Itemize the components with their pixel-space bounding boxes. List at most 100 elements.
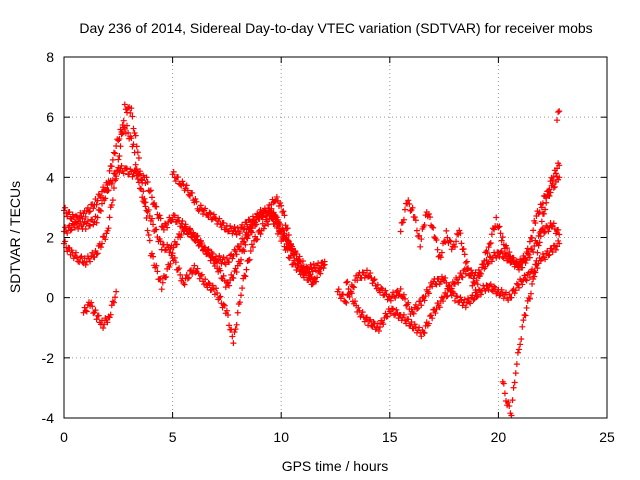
data-point <box>172 259 179 266</box>
data-point <box>523 277 530 284</box>
data-point <box>461 251 468 258</box>
data-point <box>243 266 250 273</box>
data-point <box>408 319 415 326</box>
data-point <box>204 247 211 254</box>
data-point <box>525 294 532 301</box>
data-point <box>205 279 212 286</box>
data-point <box>321 258 328 265</box>
data-point <box>147 187 154 194</box>
data-point <box>148 250 155 257</box>
data-point <box>132 132 139 139</box>
data-point <box>66 222 73 229</box>
data-point <box>523 304 530 311</box>
data-point <box>536 209 543 216</box>
data-point <box>82 307 89 314</box>
data-point <box>78 253 85 260</box>
data-point <box>128 135 135 142</box>
data-point <box>163 273 170 280</box>
data-point <box>367 316 374 323</box>
data-point <box>67 227 74 234</box>
data-point <box>204 284 211 291</box>
data-point <box>93 251 100 258</box>
data-point <box>418 236 425 243</box>
data-point <box>506 291 513 298</box>
data-point <box>191 262 198 269</box>
data-point <box>236 260 243 267</box>
data-point <box>213 285 220 292</box>
data-point <box>131 130 138 137</box>
data-point <box>434 246 441 253</box>
data-point <box>522 312 529 319</box>
data-point <box>105 225 112 232</box>
data-point <box>387 310 394 317</box>
data-point <box>223 307 230 314</box>
data-point <box>430 224 437 231</box>
data-point <box>269 210 276 217</box>
data-point <box>112 150 119 157</box>
data-point <box>271 214 278 221</box>
data-point <box>144 227 151 234</box>
data-point <box>284 225 291 232</box>
data-point <box>66 209 73 216</box>
data-point <box>482 287 489 294</box>
data-point <box>100 325 107 332</box>
data-point <box>194 236 201 243</box>
data-point <box>82 213 89 220</box>
data-point <box>343 279 350 286</box>
data-point <box>197 202 204 209</box>
data-point <box>516 346 523 353</box>
data-point <box>184 187 191 194</box>
data-point <box>116 135 123 142</box>
data-point <box>205 214 212 221</box>
y-tick-label: 0 <box>46 290 54 306</box>
data-point <box>542 256 549 263</box>
data-point <box>464 265 471 272</box>
data-point <box>230 340 237 347</box>
data-point <box>470 278 477 285</box>
data-point <box>157 238 164 245</box>
data-point <box>173 241 180 248</box>
data-point <box>410 310 417 317</box>
data-point <box>183 182 190 189</box>
data-point <box>412 301 419 308</box>
data-point <box>143 215 150 222</box>
data-point <box>175 214 182 221</box>
data-point <box>114 168 121 175</box>
data-point <box>529 234 536 241</box>
data-point <box>556 174 563 181</box>
data-point <box>118 128 125 135</box>
data-point <box>119 121 126 128</box>
data-point <box>428 312 435 319</box>
data-point <box>156 212 163 219</box>
data-point <box>218 224 225 231</box>
data-point <box>179 178 186 185</box>
data-point <box>239 235 246 242</box>
data-point <box>402 206 409 213</box>
data-point <box>232 326 239 333</box>
data-point <box>374 320 381 327</box>
data-point <box>498 248 505 255</box>
data-point <box>550 184 557 191</box>
data-point <box>371 276 378 283</box>
data-point <box>223 255 230 262</box>
data-point <box>211 215 218 222</box>
data-point <box>405 316 412 323</box>
data-point <box>438 273 445 280</box>
data-point <box>301 274 308 281</box>
data-point <box>554 165 561 172</box>
data-point <box>181 281 188 288</box>
data-point <box>82 261 89 268</box>
data-point <box>89 303 96 310</box>
data-point <box>377 289 384 296</box>
data-point <box>178 231 185 238</box>
data-point <box>393 306 400 313</box>
data-point <box>447 288 454 295</box>
data-point <box>526 254 533 261</box>
data-point <box>94 250 101 257</box>
data-point <box>406 200 413 207</box>
data-point <box>87 222 94 229</box>
data-point <box>186 267 193 274</box>
data-point <box>130 141 137 148</box>
data-point <box>238 256 245 263</box>
series-track-i <box>499 173 563 419</box>
